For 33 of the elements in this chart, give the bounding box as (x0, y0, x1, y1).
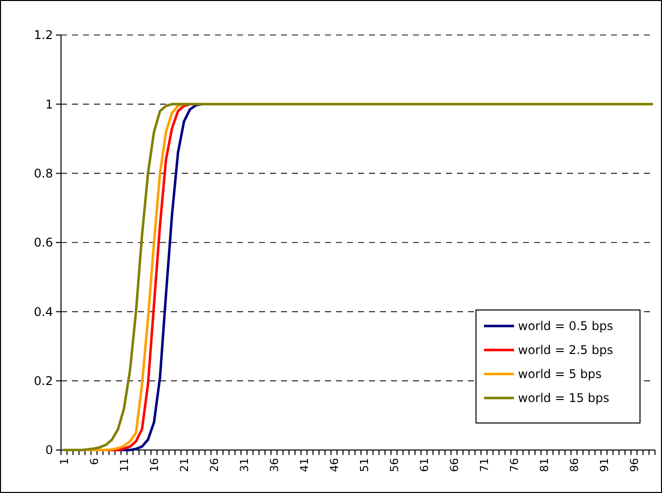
x-tick-label: 66 (448, 458, 461, 472)
x-tick-label: 61 (418, 458, 431, 472)
x-tick-label: 71 (478, 458, 491, 472)
y-tick-label: 1 (45, 97, 53, 112)
x-tick-label: 16 (148, 458, 161, 472)
x-tick-label: 81 (538, 458, 551, 472)
legend-label: world = 15 bps (518, 391, 610, 406)
y-tick-label: 0.8 (34, 166, 53, 181)
x-tick-label: 51 (358, 458, 371, 472)
legend-label: world = 5 bps (518, 367, 602, 382)
legend-label: world = 0.5 bps (518, 319, 614, 334)
x-tick-label: 31 (238, 458, 251, 472)
y-tick-label: 1.2 (34, 28, 53, 42)
line-series (86, 102, 186, 452)
y-tick-label: 0.2 (34, 374, 53, 388)
x-tick-label: 21 (178, 458, 191, 472)
x-tick-label: 86 (568, 458, 581, 472)
legend-label: world = 2.5 bps (518, 343, 614, 358)
x-tick-label: 76 (508, 458, 521, 472)
x-tick-label: 1 (58, 458, 71, 465)
x-tick-label: 46 (328, 458, 341, 472)
x-tick-label: 26 (208, 458, 221, 472)
x-tick-label: 96 (628, 458, 641, 472)
y-tick-label: 0 (45, 443, 53, 458)
x-tick-label: 11 (118, 458, 131, 472)
x-tick-label: 41 (298, 458, 311, 472)
x-tick-label: 36 (268, 458, 281, 472)
x-tick-label: 91 (598, 458, 611, 472)
x-tick-label: 6 (88, 458, 101, 465)
x-tick-label: 56 (388, 458, 401, 472)
y-tick-label: 0.6 (34, 236, 53, 250)
y-tick-label: 0.4 (34, 304, 53, 319)
line-series (104, 102, 192, 452)
